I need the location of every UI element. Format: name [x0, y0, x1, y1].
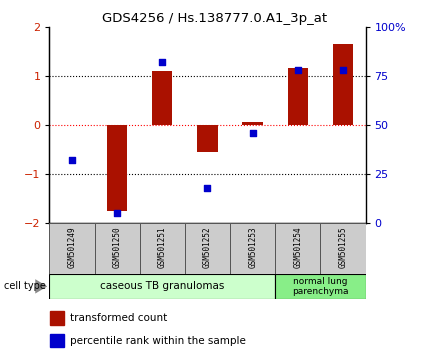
Text: GDS4256 / Hs.138777.0.A1_3p_at: GDS4256 / Hs.138777.0.A1_3p_at [102, 12, 328, 25]
Bar [152, 71, 172, 125]
Text: GSM501249: GSM501249 [68, 227, 77, 268]
Bar [333, 44, 353, 125]
Text: GSM501250: GSM501250 [113, 227, 122, 268]
Point [159, 59, 166, 65]
Text: caseous TB granulomas: caseous TB granulomas [100, 281, 224, 291]
Text: cell type: cell type [4, 281, 46, 291]
FancyBboxPatch shape [320, 223, 366, 274]
Text: percentile rank within the sample: percentile rank within the sample [71, 336, 246, 346]
Text: normal lung
parenchyma: normal lung parenchyma [292, 277, 349, 296]
Point [69, 157, 76, 163]
Text: GSM501252: GSM501252 [203, 227, 212, 268]
Point [339, 67, 346, 73]
Text: GSM501251: GSM501251 [158, 227, 167, 268]
FancyBboxPatch shape [95, 223, 140, 274]
FancyBboxPatch shape [275, 223, 320, 274]
Point [204, 185, 211, 190]
FancyBboxPatch shape [185, 223, 230, 274]
Bar [49, 311, 64, 325]
Point [114, 210, 120, 216]
FancyBboxPatch shape [49, 223, 95, 274]
Bar [197, 125, 218, 152]
Text: transformed count: transformed count [71, 313, 168, 323]
Point [294, 67, 301, 73]
Bar [107, 125, 127, 211]
FancyBboxPatch shape [49, 274, 275, 299]
Point [249, 130, 256, 136]
Polygon shape [35, 279, 47, 293]
FancyBboxPatch shape [275, 274, 366, 299]
Text: GSM501253: GSM501253 [248, 227, 257, 268]
FancyBboxPatch shape [140, 223, 185, 274]
Bar [288, 68, 308, 125]
Bar [49, 334, 64, 348]
Text: GSM501254: GSM501254 [293, 227, 302, 268]
Text: GSM501255: GSM501255 [338, 227, 347, 268]
FancyBboxPatch shape [230, 223, 275, 274]
Bar [243, 122, 263, 125]
